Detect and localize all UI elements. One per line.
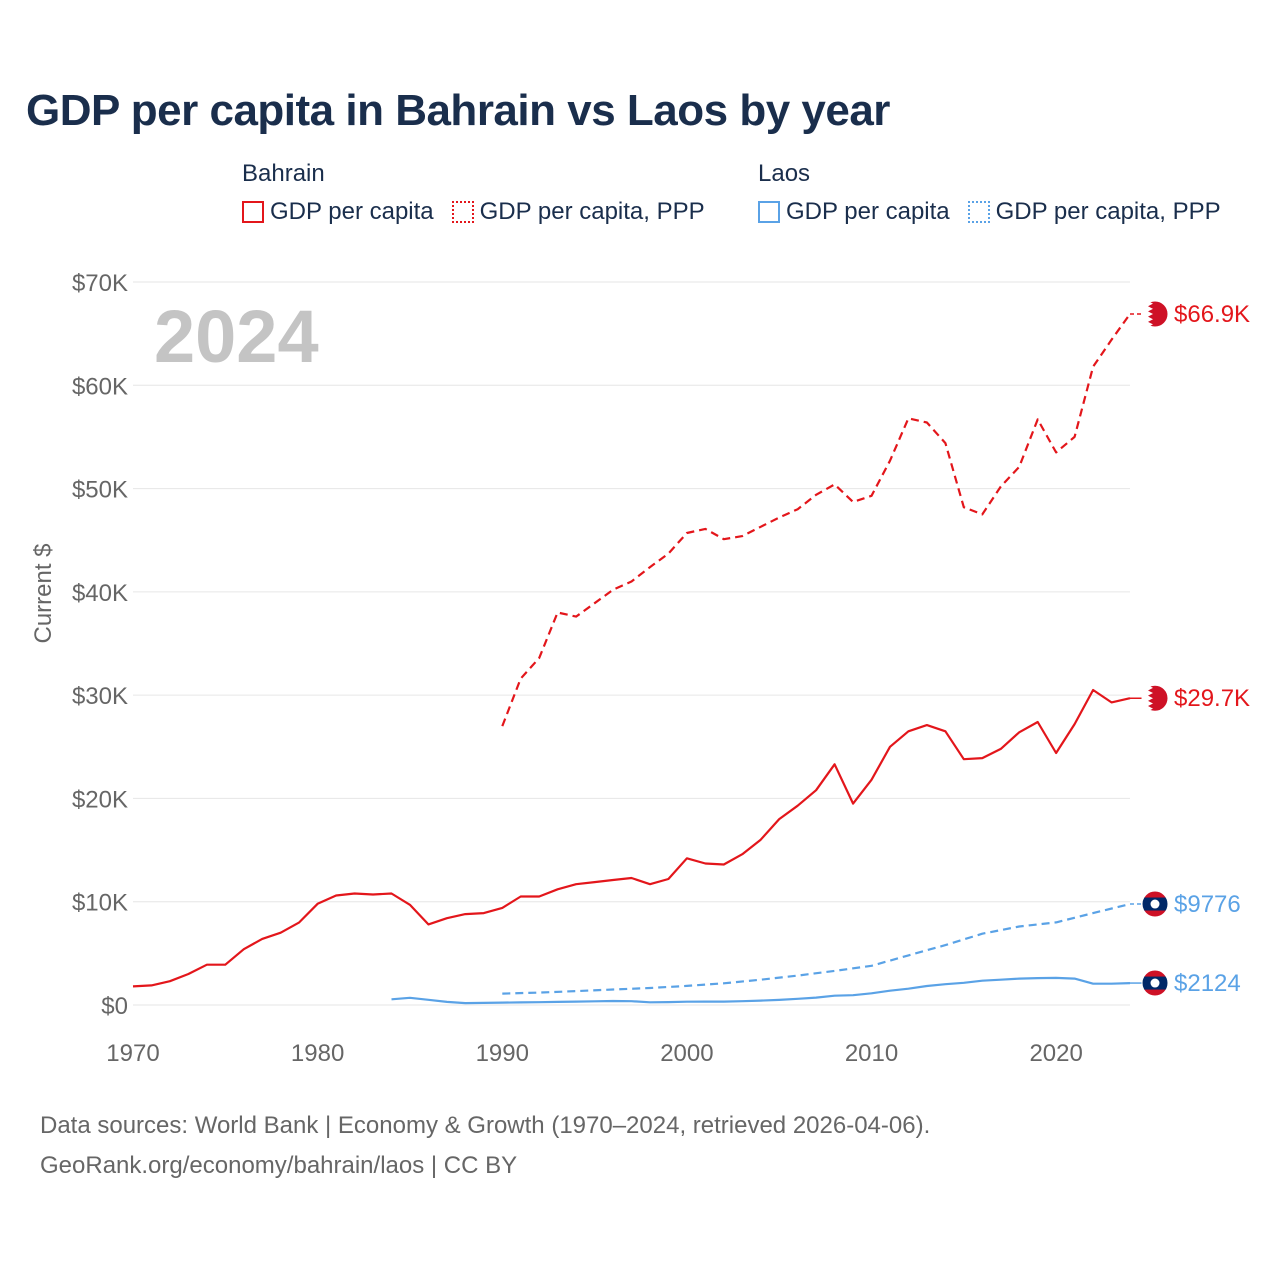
y-tick-label: $0 [101, 993, 128, 1020]
y-tick-label: $30K [72, 683, 128, 710]
footer-sources: Data sources: World Bank | Economy & Gro… [40, 1112, 931, 1139]
flag-laos [1141, 890, 1169, 918]
end-value-label: $9776 [1174, 891, 1241, 918]
series-line-laos[interactable] [391, 976, 1131, 1005]
y-tick-label: $20K [72, 786, 128, 813]
legend-group-laos: Laos GDP per capita GDP per capita, PPP [758, 160, 1221, 226]
x-tick-label: 1980 [291, 1040, 344, 1067]
legend-label: GDP per capita, PPP [995, 198, 1221, 225]
year-watermark: 2024 [154, 295, 319, 378]
y-tick-label: $40K [72, 580, 128, 607]
x-tick-label: 2020 [1029, 1040, 1082, 1067]
legend-label: GDP per capita [786, 198, 950, 225]
legend-item-laos-gdp[interactable]: GDP per capita [758, 198, 950, 226]
legend-swatch-dotted [967, 201, 990, 223]
legend-item-bahrain-gdp-ppp[interactable]: GDP per capita, PPP [451, 198, 705, 226]
y-tick-label: $60K [72, 373, 128, 400]
x-tick-label: 1990 [476, 1040, 529, 1067]
legend-swatch-solid [242, 201, 264, 223]
legend-group-bahrain: Bahrain GDP per capita GDP per capita, P… [242, 160, 705, 226]
y-tick-label: $50K [72, 477, 128, 504]
end-value-label: $2124 [1174, 970, 1241, 997]
flag-bahrain [1141, 684, 1169, 712]
series-line-bahrain-ppp[interactable] [501, 313, 1131, 727]
x-tick-label: 2000 [660, 1040, 713, 1067]
flag-bahrain [1141, 300, 1169, 328]
y-axis-label: Current $ [30, 543, 57, 643]
series-line-bahrain[interactable] [132, 688, 1131, 988]
end-value-label: $66.9K [1174, 301, 1250, 328]
y-tick-label: $70K [72, 270, 128, 297]
legend-item-laos-gdp-ppp[interactable]: GDP per capita, PPP [967, 198, 1221, 226]
legend-country-laos: Laos [758, 160, 811, 187]
y-tick-label: $10K [72, 890, 128, 917]
legend-swatch-solid [758, 201, 780, 223]
x-tick-label: 1970 [106, 1040, 159, 1067]
flag-laos [1141, 969, 1169, 997]
footer-link[interactable]: GeoRank.org/economy/bahrain/laos | CC BY [40, 1152, 518, 1179]
legend-item-bahrain-gdp[interactable]: GDP per capita [242, 198, 434, 226]
series-line-laos-ppp[interactable] [502, 902, 1131, 995]
legend-swatch-dotted [451, 201, 474, 223]
legend-label: GDP per capita [270, 198, 434, 225]
legend-country-bahrain: Bahrain [242, 160, 325, 187]
legend-label: GDP per capita, PPP [479, 198, 705, 225]
x-tick-label: 2010 [845, 1040, 898, 1067]
end-value-label: $29.7K [1174, 685, 1250, 712]
footer: Data sources: World Bank | Economy & Gro… [40, 1106, 930, 1186]
chart-title: GDP per capita in Bahrain vs Laos by yea… [26, 86, 890, 135]
